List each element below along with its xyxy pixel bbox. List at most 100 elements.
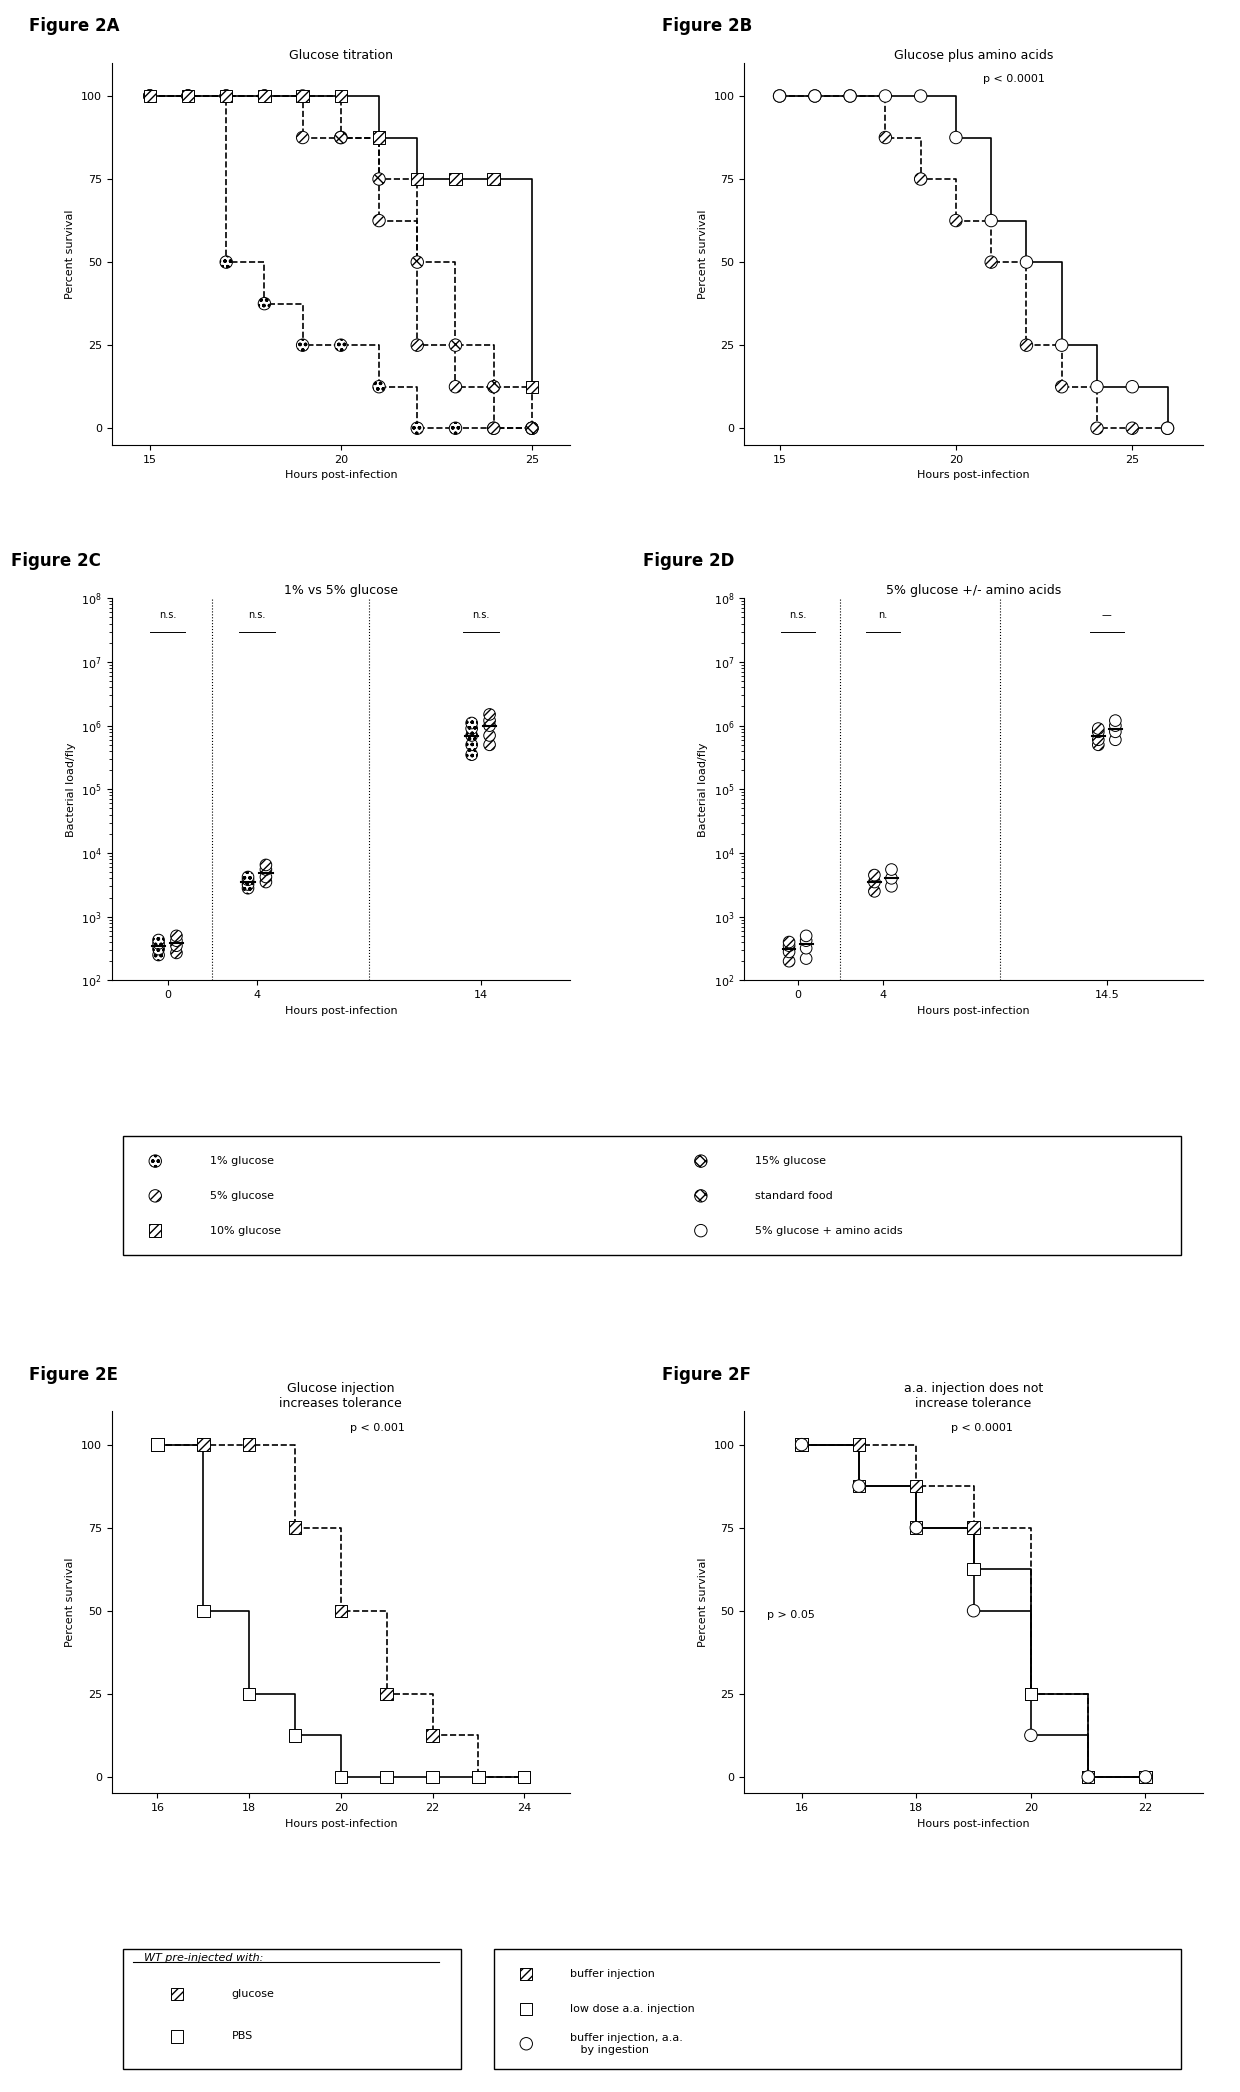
Title: 5% glucose +/- amino acids: 5% glucose +/- amino acids [885,584,1061,596]
Point [963,1594,983,1628]
Point [216,79,236,113]
Text: standard food: standard food [755,1190,833,1201]
Point [791,1429,811,1462]
Text: buffer injection, a.a.
   by ingestion: buffer injection, a.a. by ingestion [570,2033,683,2054]
Point [216,79,236,113]
Y-axis label: Percent survival: Percent survival [66,209,76,299]
Point [445,163,465,197]
Point [461,738,481,772]
Point [849,1469,869,1502]
Point [882,870,901,904]
Point [166,925,186,958]
Point [238,864,258,897]
Point [484,163,503,197]
Point [1089,728,1109,761]
Point [179,79,198,113]
Text: —: — [1102,611,1112,621]
Point [140,79,160,113]
Text: buffer injection: buffer injection [570,1969,655,1979]
Point [149,933,169,967]
Title: 1% vs 5% glucose: 1% vs 5% glucose [284,584,398,596]
Point [1079,1759,1099,1793]
Title: Glucose injection
increases tolerance: Glucose injection increases tolerance [279,1383,402,1410]
Point [254,287,274,320]
Point [148,1429,167,1462]
Point [293,79,312,113]
Point [377,1678,397,1711]
Point [480,703,500,736]
Point [779,929,799,962]
Point [796,918,816,952]
Point [1105,709,1125,743]
Point [480,728,500,761]
Point [875,79,895,113]
Point [238,860,258,893]
Point [805,79,825,113]
Point [407,328,427,362]
Point [864,858,884,891]
Point [469,1759,489,1793]
Point [331,121,351,155]
Point [841,79,861,113]
Point [796,931,816,964]
Text: Figure 2C: Figure 2C [11,552,100,571]
Point [1079,1759,1099,1793]
Point [461,707,481,741]
Point [293,121,312,155]
Point [445,412,465,446]
Point [963,1552,983,1586]
Point [796,941,816,975]
Point [1105,724,1125,757]
Point [480,709,500,743]
Text: 5% glucose + amino acids: 5% glucose + amino acids [755,1226,903,1236]
Point [1089,715,1109,749]
Point [1021,1678,1040,1711]
Point [331,121,351,155]
Point [963,1510,983,1544]
Point [522,412,542,446]
Text: p > 0.05: p > 0.05 [768,1611,815,1619]
Text: 15% glucose: 15% glucose [755,1157,826,1165]
Point [469,1759,489,1793]
Point [1044,299,1064,333]
Point [1087,370,1107,404]
Point [1079,1759,1099,1793]
Text: Figure 2F: Figure 2F [662,1366,750,1383]
Point [461,711,481,745]
Point [946,203,966,236]
Point [254,79,274,113]
Point [770,79,790,113]
Text: WT pre-injected with:: WT pre-injected with: [144,1954,264,1962]
Point [1021,1678,1040,1711]
Point [864,866,884,900]
X-axis label: Hours post-infection: Hours post-infection [284,471,397,481]
Text: Figure 2E: Figure 2E [29,1366,118,1383]
Point [407,163,427,197]
Point [875,121,895,155]
Point [1017,245,1037,278]
Point [370,121,389,155]
Point [515,1759,534,1793]
Text: Figure 2B: Figure 2B [662,17,751,36]
Text: n.: n. [878,611,888,621]
Text: 10% glucose: 10% glucose [210,1226,280,1236]
X-axis label: Hours post-infection: Hours post-infection [284,1818,397,1828]
Point [255,847,275,881]
Point [864,874,884,908]
Point [981,203,1001,236]
Text: n.s.: n.s. [248,611,265,621]
Point [445,370,465,404]
Point [179,79,198,113]
Point [239,1678,259,1711]
Y-axis label: Percent survival: Percent survival [698,1559,708,1646]
Point [179,79,198,113]
Y-axis label: Percent survival: Percent survival [66,1559,76,1646]
Point [1136,1759,1156,1793]
Point [849,1469,869,1502]
Point [1044,615,1064,649]
Text: n.s.: n.s. [472,611,490,621]
Title: a.a. injection does not
increase tolerance: a.a. injection does not increase toleran… [904,1383,1043,1410]
Point [140,79,160,113]
Point [1021,1720,1040,1753]
Text: Figure 2A: Figure 2A [29,17,119,36]
